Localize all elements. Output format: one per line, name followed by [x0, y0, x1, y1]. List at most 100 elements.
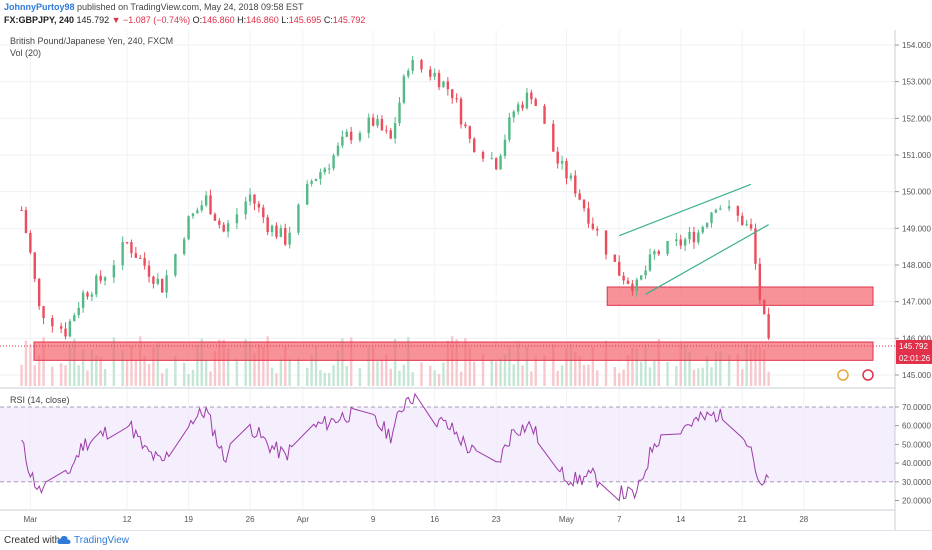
- candle-body: [29, 232, 32, 253]
- volume-bar: [692, 369, 696, 386]
- candle-body: [310, 180, 313, 184]
- volume-bar: [29, 344, 32, 386]
- candle-body: [530, 92, 533, 100]
- price-tick-label: 153.000: [902, 78, 931, 87]
- volume-bar: [701, 367, 704, 386]
- volume-bar: [582, 364, 586, 386]
- volume-bar: [710, 367, 713, 386]
- pane-title: British Pound/Japanese Yen, 240, FXCM: [10, 36, 173, 46]
- volume-bar: [604, 340, 608, 386]
- low-value: 145.695: [288, 15, 322, 25]
- volume-bar: [204, 360, 208, 386]
- volume-bar: [402, 364, 406, 386]
- volume-bar: [736, 353, 740, 386]
- open-label: O:: [192, 15, 203, 25]
- candle-body: [156, 278, 160, 284]
- volume-bar: [618, 373, 621, 386]
- volume-bar: [222, 339, 225, 386]
- candle-body: [147, 265, 151, 277]
- candle-body: [160, 278, 164, 293]
- volume-bar: [459, 371, 463, 386]
- volume-bar: [279, 359, 283, 386]
- candle-body: [683, 239, 687, 246]
- volume-bar: [578, 356, 581, 386]
- price-tick-label: 148.000: [902, 261, 931, 270]
- candle-body: [710, 212, 713, 224]
- candle-body: [143, 258, 146, 266]
- candle-body: [512, 111, 515, 118]
- candle-body: [134, 253, 138, 258]
- volume-bar: [33, 365, 36, 386]
- support-resistance-zones[interactable]: [33, 286, 874, 361]
- candle-body: [371, 117, 375, 126]
- candlesticks: [20, 55, 770, 340]
- volume-bar: [512, 364, 515, 386]
- candle-body: [222, 224, 225, 232]
- tradingview-link[interactable]: TradingView: [74, 535, 130, 546]
- candle-body: [578, 193, 581, 200]
- volume-bar: [719, 351, 722, 386]
- volume-bar: [196, 345, 199, 386]
- candle-body: [455, 98, 458, 100]
- candle-body: [618, 261, 621, 276]
- volume-bar: [596, 370, 599, 386]
- price-axis[interactable]: 154.000 153.000 152.000 151.000 150.000 149.0…: [895, 41, 931, 380]
- volume-bar: [560, 365, 564, 386]
- volume-bar: [284, 345, 287, 386]
- author-link[interactable]: JohnnyPurtoy98: [4, 2, 75, 12]
- volume-bar: [349, 337, 353, 386]
- time-tick-label: 19: [184, 515, 193, 524]
- chart-area[interactable]: 154.000 153.000 152.000 151.000 150.000 149.0…: [0, 30, 932, 530]
- volume-bar: [705, 355, 709, 386]
- candle-body: [446, 81, 450, 90]
- countdown-tag: [896, 351, 932, 364]
- candle-body: [437, 72, 441, 88]
- alert-circle-icon[interactable]: [862, 369, 874, 381]
- volume-bar: [464, 337, 467, 386]
- candle-body: [306, 183, 309, 205]
- candle-body: [591, 223, 595, 229]
- price-tick-label: 149.000: [902, 224, 931, 233]
- volume-bar: [437, 373, 441, 386]
- volume-bar: [262, 346, 265, 386]
- candle-body: [574, 175, 577, 194]
- alert-circle-icon[interactable]: [837, 369, 849, 381]
- alert-icons[interactable]: [837, 369, 874, 381]
- volume-bar: [160, 373, 164, 386]
- price-tick-label: 147.000: [902, 298, 931, 307]
- volume-bar: [543, 355, 546, 386]
- last-price-tag: [896, 339, 932, 352]
- candle-body: [332, 155, 335, 169]
- candle-body: [639, 275, 643, 280]
- candle-body: [754, 228, 757, 264]
- volume-bar: [455, 339, 458, 386]
- candle-body: [284, 228, 287, 245]
- rsi-axis[interactable]: 70.0000 60.0000 50.0000 40.0000 30.0000 20.00…: [895, 403, 931, 506]
- volume-bar: [433, 370, 436, 386]
- volume-bar: [336, 350, 340, 386]
- candle-body: [20, 210, 23, 211]
- tradingview-cloud-icon[interactable]: [57, 534, 71, 546]
- candle-body: [103, 277, 107, 281]
- volume-bar: [754, 346, 757, 386]
- rsi-line: [21, 392, 769, 502]
- time-tick-label: 16: [430, 515, 439, 524]
- volume-bar: [152, 347, 155, 386]
- candle-body: [565, 161, 568, 179]
- volume-bar: [235, 358, 239, 386]
- candle-body: [297, 204, 300, 233]
- candle-body: [490, 158, 493, 160]
- volume-bar: [20, 364, 23, 386]
- candle-body: [666, 241, 669, 255]
- candle-body: [51, 318, 54, 327]
- volume-bar: [679, 343, 682, 386]
- candle-body: [376, 118, 379, 126]
- rising-wedge-channel[interactable]: [619, 183, 769, 295]
- time-axis[interactable]: Mar 12 19 26 Apr 9 16 23 May 7 14 21 28: [23, 515, 808, 524]
- volume-bar: [42, 337, 45, 386]
- candle-body: [499, 155, 502, 170]
- volume-bar: [644, 344, 647, 386]
- volume-bar: [565, 347, 568, 386]
- volume-bar: [327, 372, 331, 386]
- volume-bar: [407, 336, 410, 386]
